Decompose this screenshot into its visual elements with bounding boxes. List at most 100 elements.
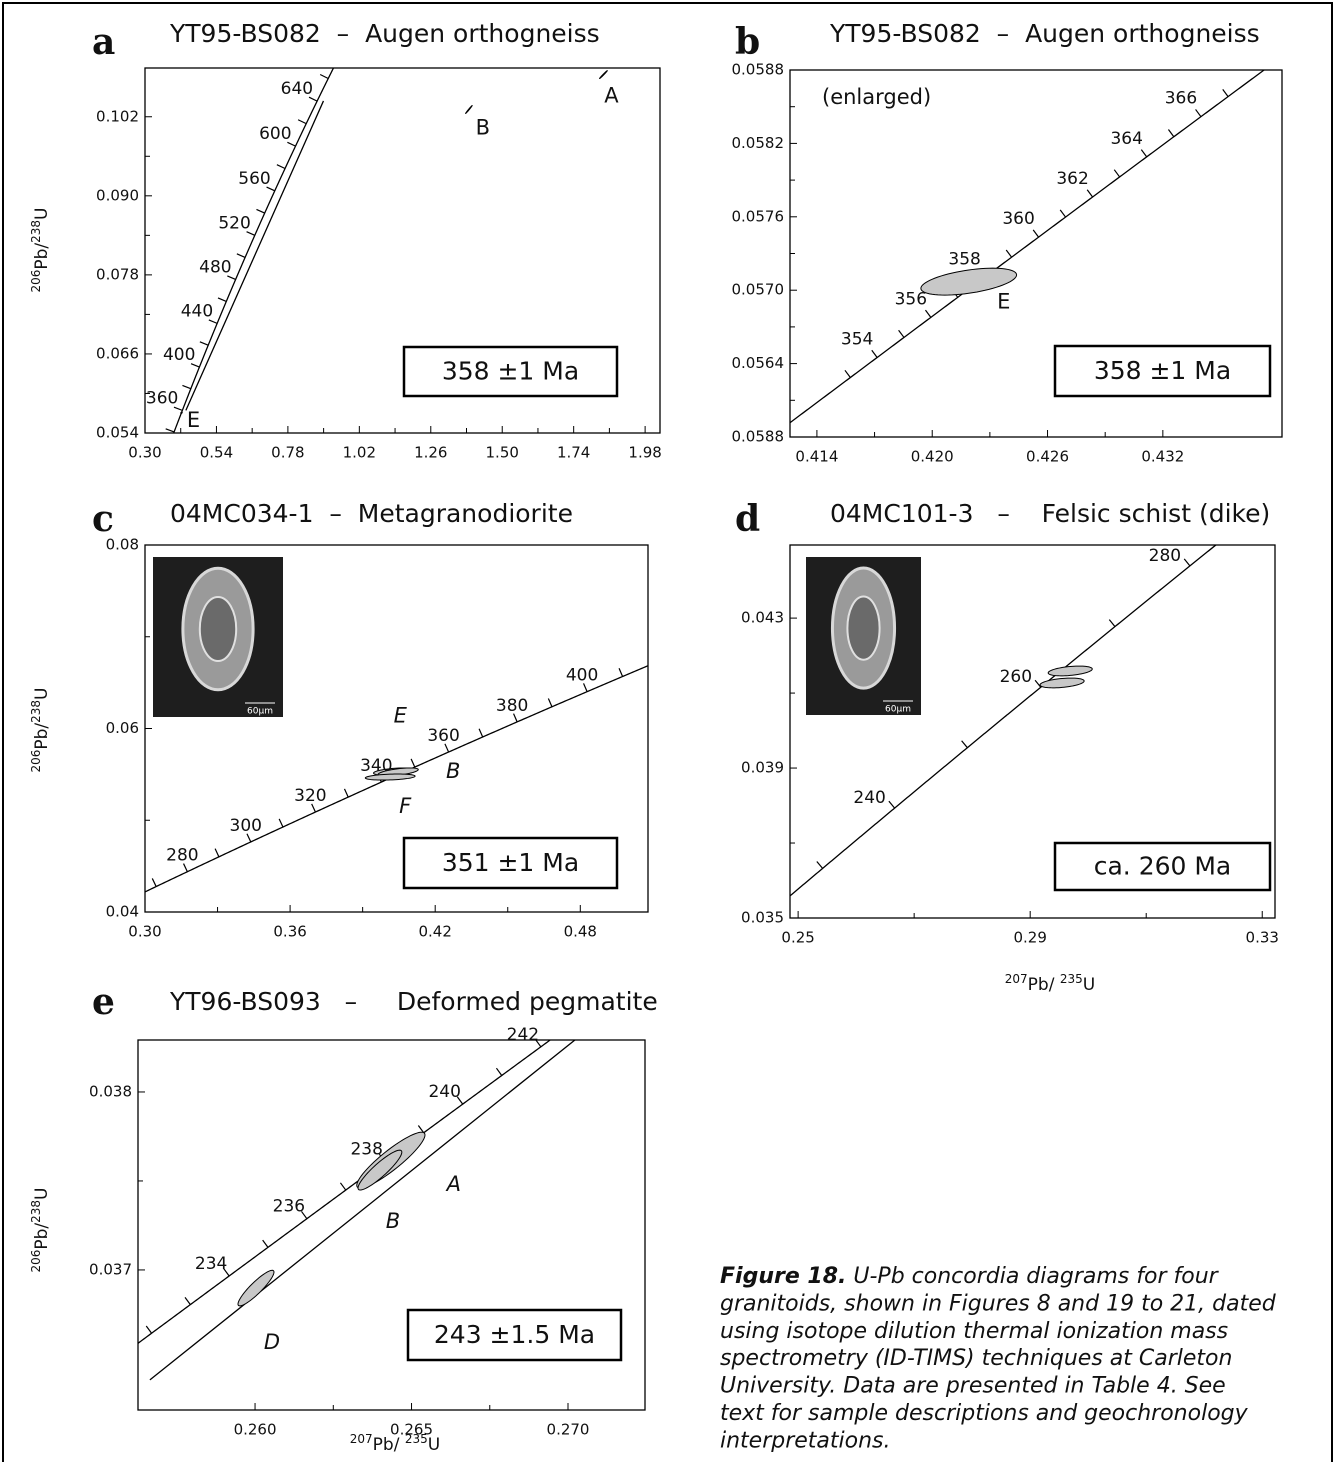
caption-text: spectrometry (ID-TIMS) techniques at Car… bbox=[720, 1346, 1232, 1371]
y-tick-label: 0.0564 bbox=[732, 354, 785, 372]
y-tick-label: 0.054 bbox=[96, 424, 139, 442]
result-text: 358 ±1 Ma bbox=[442, 357, 579, 386]
mass-number: 238 bbox=[29, 220, 43, 243]
panel-title: 04MC101-3 – Felsic schist (dike) bbox=[830, 499, 1270, 528]
age-tick bbox=[1195, 109, 1202, 118]
panel-letter: c bbox=[92, 498, 114, 540]
y-tick-label: 0.0570 bbox=[732, 281, 785, 299]
age-tick bbox=[444, 743, 450, 753]
result-box bbox=[402, 345, 619, 398]
concordia-curve bbox=[172, 68, 335, 433]
x-axis-label: 207Pb/ 235U bbox=[350, 1432, 440, 1456]
age-tick bbox=[513, 713, 518, 723]
element: Pb/ bbox=[32, 723, 52, 750]
element: Pb/ bbox=[32, 1223, 52, 1250]
panel-letter: a bbox=[92, 21, 115, 63]
x-tick-label: 1.50 bbox=[486, 444, 519, 462]
caption-line: University. Data are presented in Table … bbox=[720, 1374, 1226, 1399]
age-tick bbox=[246, 231, 256, 236]
age-tick bbox=[266, 186, 276, 192]
x-tick-label: 0.42 bbox=[418, 923, 451, 941]
analysis-label: B bbox=[476, 116, 490, 140]
age-tick bbox=[308, 96, 318, 102]
y-tick-label: 0.078 bbox=[96, 265, 139, 283]
x-tick-label: 0.29 bbox=[1013, 929, 1046, 947]
age-tick bbox=[1005, 249, 1013, 258]
age-label: 356 bbox=[895, 289, 927, 309]
x-tick-label: 0.36 bbox=[273, 923, 306, 941]
age-tick bbox=[223, 1268, 230, 1277]
age-label: 320 bbox=[294, 786, 326, 806]
y-tick-label: 0.038 bbox=[89, 1082, 132, 1100]
caption-text: University. Data are presented in Table … bbox=[720, 1374, 1226, 1399]
inset-scale: 60µm bbox=[247, 707, 273, 717]
mass-number: 206 bbox=[29, 750, 43, 773]
age-label: 440 bbox=[181, 301, 213, 321]
age-tick bbox=[246, 833, 252, 843]
age-tick bbox=[199, 341, 209, 346]
age-tick bbox=[417, 1125, 425, 1134]
analysis-label: A bbox=[604, 84, 619, 108]
age-tick bbox=[276, 164, 286, 170]
age-tick bbox=[208, 319, 218, 324]
analysis-label: D bbox=[264, 1330, 280, 1354]
age-tick bbox=[888, 800, 896, 809]
error-ellipse bbox=[920, 267, 1018, 296]
age-tick bbox=[1032, 229, 1040, 238]
element: U bbox=[32, 1187, 52, 1199]
age-tick bbox=[182, 384, 192, 390]
caption-line: using isotope dilution thermal ionizatio… bbox=[720, 1319, 1228, 1344]
age-label: 260 bbox=[1000, 667, 1032, 687]
result-box bbox=[1053, 841, 1272, 892]
caption-line: granitoids, shown in Figures 8 and 19 to… bbox=[720, 1291, 1277, 1316]
plot-area bbox=[790, 545, 1217, 897]
age-tick bbox=[1034, 679, 1042, 688]
mass-number: 238 bbox=[29, 700, 43, 723]
analysis-label: E bbox=[394, 704, 408, 728]
concordia-curve bbox=[790, 545, 1217, 897]
mass-number: 238 bbox=[29, 1200, 43, 1223]
age-tick bbox=[1113, 169, 1121, 178]
age-label: 600 bbox=[259, 124, 291, 144]
age-tick bbox=[227, 275, 236, 281]
y-axis-label: 206Pb/238U bbox=[29, 1187, 53, 1272]
analysis-label: E bbox=[187, 408, 200, 432]
y-axis-label: 206Pb/238U bbox=[29, 207, 53, 292]
age-label: 354 bbox=[841, 329, 873, 349]
y-tick-label: 0.102 bbox=[96, 107, 139, 125]
x-tick-label: 1.98 bbox=[628, 444, 661, 462]
zircon-core bbox=[198, 596, 238, 662]
age-label: 480 bbox=[199, 257, 231, 277]
age-label: 300 bbox=[230, 816, 262, 836]
panel-title: 04MC034-1 – Metagranodiorite bbox=[170, 499, 573, 528]
error-ellipse bbox=[1039, 677, 1085, 689]
result-text: ca. 260 Ma bbox=[1094, 852, 1232, 881]
caption-text: using isotope dilution thermal ionizatio… bbox=[720, 1319, 1228, 1344]
x-tick-label: 1.74 bbox=[557, 444, 590, 462]
age-label: 240 bbox=[428, 1082, 460, 1102]
x-tick-label: 0.30 bbox=[128, 923, 161, 941]
age-tick bbox=[182, 863, 188, 872]
x-tick-label: 0.25 bbox=[781, 929, 814, 947]
age-tick bbox=[339, 1182, 347, 1191]
reference-line bbox=[149, 1040, 576, 1381]
zircon-core bbox=[846, 595, 881, 661]
y-tick-label: 0.04 bbox=[106, 903, 139, 921]
caption: Figure 18. U-Pb concordia diagrams for fo… bbox=[720, 1264, 1277, 1453]
element: Pb/ bbox=[373, 1435, 405, 1455]
age-tick bbox=[165, 428, 175, 433]
panel-letter: b bbox=[735, 21, 760, 63]
caption-text: U-Pb concordia diagrams for four bbox=[853, 1264, 1219, 1289]
error-ellipse bbox=[465, 105, 473, 114]
element: U bbox=[1083, 975, 1095, 995]
age-tick bbox=[1059, 209, 1067, 218]
x-tick-label: 0.414 bbox=[795, 448, 838, 466]
age-tick bbox=[478, 728, 484, 738]
result-box bbox=[406, 1308, 623, 1362]
plot-area bbox=[138, 1040, 576, 1381]
x-tick-label: 0.54 bbox=[200, 444, 233, 462]
age-tick bbox=[262, 1239, 269, 1248]
age-label: 360 bbox=[427, 726, 459, 746]
caption-line: spectrometry (ID-TIMS) techniques at Car… bbox=[720, 1346, 1232, 1371]
